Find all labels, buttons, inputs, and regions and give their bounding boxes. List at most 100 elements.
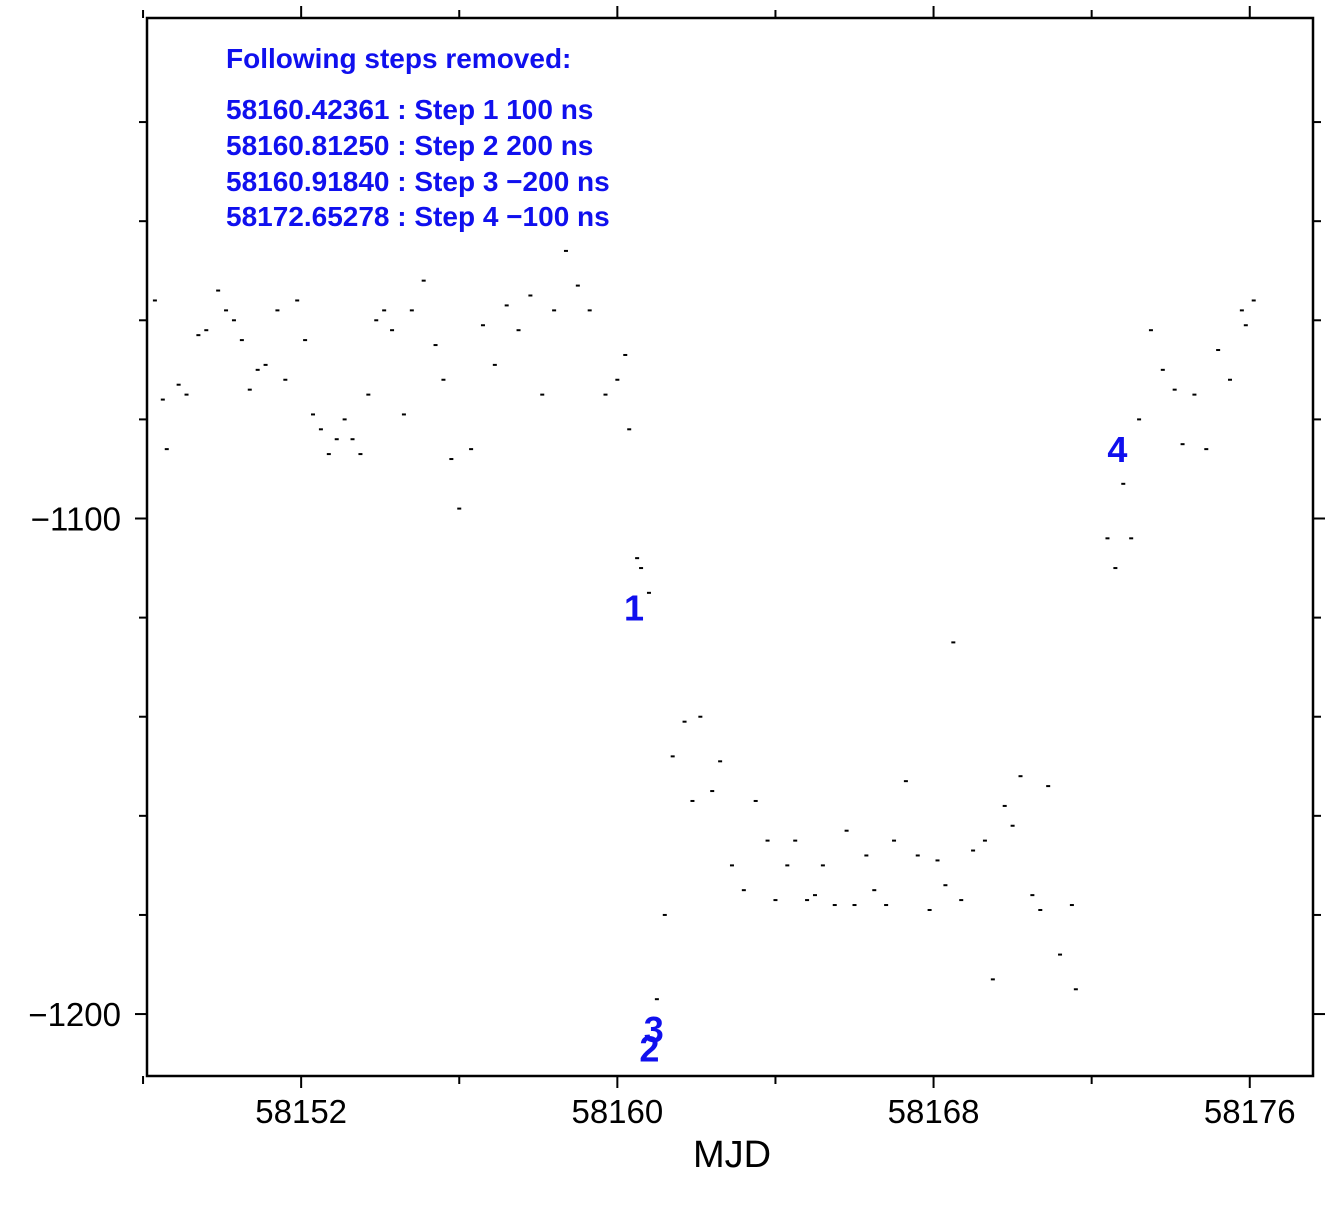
- data-point-0-4: [184, 393, 189, 396]
- data-point-0-25: [366, 393, 371, 396]
- data-point-0-35: [457, 507, 462, 510]
- data-point-0-9: [231, 319, 236, 322]
- x-tick-label-0: 58152: [255, 1093, 347, 1130]
- data-point-0-94: [1046, 785, 1051, 788]
- data-point-0-80: [915, 854, 920, 857]
- data-point-0-108: [1204, 448, 1209, 451]
- data-point-0-100: [1121, 482, 1126, 485]
- data-point-0-13: [263, 363, 268, 366]
- data-point-0-98: [1105, 537, 1110, 540]
- step-marker-3: 3: [644, 1009, 664, 1050]
- data-point-0-52: [639, 567, 644, 570]
- data-point-0-66: [773, 899, 778, 902]
- annotation-box: Following steps removed: 58160.42361 : S…: [226, 43, 610, 232]
- data-point-0-56: [670, 755, 675, 758]
- data-point-0-7: [216, 289, 221, 292]
- x-tick-label-1: 58160: [571, 1093, 663, 1130]
- data-point-0-77: [884, 904, 889, 907]
- data-point-0-63: [741, 889, 746, 892]
- step-marker-2: 2: [639, 1029, 659, 1070]
- step-marker-1: 1: [624, 588, 644, 629]
- data-point-0-62: [729, 864, 734, 867]
- data-point-0-90: [1010, 824, 1015, 827]
- data-point-0-45: [575, 284, 580, 287]
- data-point-0-55: [662, 913, 667, 916]
- data-point-0-104: [1160, 368, 1165, 371]
- data-point-0-72: [832, 904, 837, 907]
- data-point-0-43: [552, 309, 557, 312]
- data-point-0-61: [718, 760, 723, 763]
- annotation-line-3: 58160.91840 : Step 3 −200 ns: [226, 166, 610, 197]
- x-axis-title: MJD: [693, 1134, 771, 1176]
- data-point-0-42: [540, 393, 545, 396]
- data-point-0-60: [710, 790, 715, 793]
- data-point-0-49: [623, 353, 628, 356]
- data-point-0-3: [176, 383, 181, 386]
- plot-frame: [145, 16, 1315, 1078]
- data-point-0-87: [982, 839, 987, 842]
- data-point-0-12: [255, 368, 260, 371]
- data-point-0-103: [1148, 329, 1153, 332]
- data-point-0-110: [1227, 378, 1232, 381]
- data-point-0-10: [239, 339, 244, 342]
- data-point-0-41: [528, 294, 533, 297]
- data-point-0-74: [852, 904, 857, 907]
- data-point-0-23: [350, 438, 355, 441]
- annotation-header: Following steps removed:: [226, 43, 571, 74]
- y-tick-label-0: −1100: [31, 501, 121, 538]
- data-point-0-19: [318, 428, 323, 431]
- data-point-0-20: [326, 453, 331, 456]
- annotation-line-4: 58172.65278 : Step 4 −100 ns: [226, 201, 610, 232]
- data-point-0-6: [204, 329, 209, 332]
- data-point-0-92: [1030, 894, 1035, 897]
- data-point-0-36: [469, 448, 474, 451]
- data-point-0-82: [935, 859, 940, 862]
- data-points: [152, 249, 1256, 1001]
- data-point-0-75: [864, 854, 869, 857]
- data-point-0-88: [990, 978, 995, 981]
- data-point-0-84: [951, 641, 956, 644]
- data-point-0-30: [409, 309, 414, 312]
- data-point-0-46: [587, 309, 592, 312]
- tick-labels: 58152 58160 58168 58176 −1100 −1200: [28, 501, 1295, 1130]
- data-point-0-29: [401, 413, 406, 416]
- data-point-0-96: [1069, 904, 1074, 907]
- data-point-0-109: [1216, 349, 1221, 352]
- data-point-0-32: [433, 344, 438, 347]
- data-point-0-111: [1239, 309, 1244, 312]
- data-point-0-91: [1018, 775, 1023, 778]
- data-point-0-17: [303, 339, 308, 342]
- data-point-0-34: [449, 458, 454, 461]
- data-point-0-73: [844, 829, 849, 832]
- data-point-0-39: [504, 304, 509, 307]
- data-point-0-26: [374, 319, 379, 322]
- data-point-0-81: [927, 908, 932, 911]
- data-point-0-44: [563, 249, 568, 252]
- step-markers: 1 23 4: [624, 429, 1127, 1070]
- axis-ticks: [135, 6, 1325, 1088]
- data-point-0-2: [164, 448, 169, 451]
- data-point-0-85: [959, 899, 964, 902]
- data-point-0-64: [753, 799, 758, 802]
- data-point-0-112: [1243, 324, 1248, 327]
- data-point-0-68: [793, 839, 798, 842]
- data-point-0-65: [765, 839, 770, 842]
- data-point-0-31: [421, 279, 426, 282]
- data-point-0-106: [1180, 443, 1185, 446]
- step-marker-4: 4: [1107, 429, 1127, 470]
- data-point-0-16: [295, 299, 300, 302]
- data-point-0-15: [283, 378, 288, 381]
- data-point-0-1: [160, 398, 165, 401]
- data-point-0-28: [390, 329, 395, 332]
- data-point-0-83: [943, 884, 948, 887]
- data-point-0-21: [334, 438, 339, 441]
- data-point-0-102: [1137, 418, 1142, 421]
- data-point-0-24: [358, 453, 363, 456]
- data-point-0-67: [785, 864, 790, 867]
- data-point-0-113: [1251, 299, 1256, 302]
- data-point-0-95: [1058, 953, 1063, 956]
- data-point-0-101: [1129, 537, 1134, 540]
- data-point-0-48: [615, 378, 620, 381]
- data-point-0-89: [1002, 804, 1007, 807]
